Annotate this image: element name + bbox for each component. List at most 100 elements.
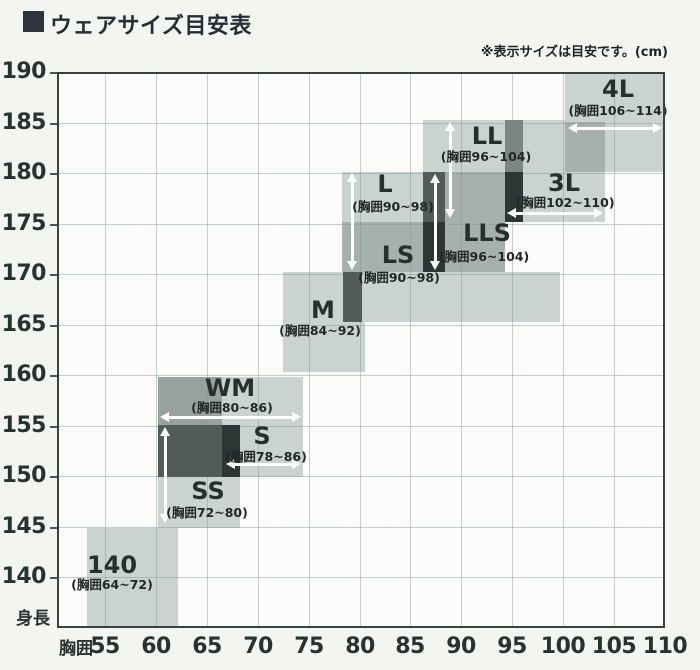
grid-line-y-160 <box>57 375 665 376</box>
chest-label-WM: (胸囲80~86) <box>191 400 273 415</box>
y-tick-label-165: 165 <box>1 312 47 337</box>
overlap-region-dark2 <box>505 120 523 172</box>
size-label-LS: LS <box>381 241 415 269</box>
size-label-SS: SS <box>191 477 225 505</box>
size-region-LS <box>362 272 433 322</box>
x-tick-label-100: 100 <box>540 634 586 659</box>
x-tick-label-95: 95 <box>497 634 527 659</box>
y-tick-label-155: 155 <box>1 413 47 438</box>
range-arrow-right-icon <box>292 458 301 469</box>
size-note: ※表示サイズは目安です。(cm) <box>480 45 668 60</box>
range-arrow-down-icon <box>444 209 455 218</box>
overlap-region-dark <box>343 272 362 322</box>
page-title: ウェアサイズ目安表 <box>50 14 252 39</box>
grid-line-x-65 <box>207 72 208 628</box>
title-square-icon <box>23 11 44 32</box>
range-arrow-left-icon <box>160 411 169 422</box>
axis-tick-140 <box>50 577 57 579</box>
range-arrow-left-icon <box>507 207 516 218</box>
y-axis-name: 身長 <box>16 609 50 629</box>
grid-line-x-85 <box>410 72 411 628</box>
axis-tick-165 <box>50 325 57 327</box>
axis-tick-185 <box>50 123 57 125</box>
range-arrow-down-icon <box>346 261 357 270</box>
grid-line-x-100 <box>563 72 564 628</box>
chest-label-140: (胸囲64~72) <box>71 577 153 592</box>
y-tick-label-140: 140 <box>1 564 47 589</box>
range-arrow-left-icon <box>226 458 235 469</box>
range-arrow-shaft <box>448 129 452 211</box>
size-region-LLS <box>423 272 560 322</box>
size-label-140: 140 <box>86 551 138 579</box>
axis-tick-170 <box>50 274 57 276</box>
size-region-140 <box>87 528 178 628</box>
range-arrow-down-icon <box>429 261 440 270</box>
grid-line-y-180 <box>57 173 665 174</box>
grid-line-x-60 <box>156 72 157 628</box>
chest-label-4L: (胸囲106~114) <box>568 103 668 118</box>
size-label-WM: WM <box>204 374 256 402</box>
chest-label-LS: (胸囲90~98) <box>358 270 440 285</box>
grid-line-x-70 <box>258 72 259 628</box>
y-tick-label-185: 185 <box>1 110 47 135</box>
axis-tick-190 <box>50 72 57 74</box>
y-tick-label-145: 145 <box>1 514 47 539</box>
size-label-L: L <box>377 170 393 198</box>
range-arrow-shaft <box>163 434 167 516</box>
x-tick-label-90: 90 <box>446 634 476 659</box>
axis-tick-145 <box>50 527 57 529</box>
grid-line-x-80 <box>360 72 361 628</box>
grid-line-y-145 <box>57 527 665 528</box>
range-arrow-up-icon <box>429 174 440 183</box>
x-axis-name: 胸囲 <box>59 639 93 659</box>
range-arrow-shaft <box>433 181 437 263</box>
chest-label-L: (胸囲90~98) <box>352 199 434 214</box>
y-tick-label-160: 160 <box>1 362 47 387</box>
chest-label-3L: (胸囲102~110) <box>515 195 615 210</box>
x-tick-label-60: 60 <box>141 634 171 659</box>
size-label-4L: 4L <box>602 75 634 103</box>
chest-label-S: (胸囲78~86) <box>225 449 307 464</box>
chest-label-LL: (胸囲96~104) <box>440 149 532 164</box>
size-label-3L: 3L <box>548 169 580 197</box>
chest-label-SS: (胸囲72~80) <box>166 505 248 520</box>
y-tick-label-175: 175 <box>1 211 47 236</box>
chest-label-M: (胸囲84~92) <box>279 323 361 338</box>
range-arrow-up-icon <box>159 427 170 436</box>
x-tick-label-65: 65 <box>192 634 222 659</box>
grid-line-y-150 <box>57 476 665 477</box>
range-arrow-shaft <box>233 462 294 466</box>
size-region-SS <box>158 477 240 528</box>
grid-line-y-155 <box>57 426 665 427</box>
axis-tick-160 <box>50 375 57 377</box>
size-label-LL: LL <box>471 122 503 150</box>
grid-line-x-55 <box>105 72 106 628</box>
y-tick-label-190: 190 <box>1 59 47 84</box>
chest-label-LLS: (胸囲96~104) <box>438 249 530 264</box>
grid-line-x-105 <box>614 72 615 628</box>
x-tick-label-105: 105 <box>591 634 637 659</box>
grid-line-x-90 <box>461 72 462 628</box>
size-label-LLS: LLS <box>463 219 511 247</box>
grid-line-x-95 <box>512 72 513 628</box>
size-label-S: S <box>253 422 271 450</box>
size-label-M: M <box>311 296 335 324</box>
grid-line-y-175 <box>57 224 665 225</box>
grid-line-y-185 <box>57 123 665 124</box>
y-tick-label-150: 150 <box>1 463 47 488</box>
grid-line-y-165 <box>57 325 665 326</box>
axis-tick-180 <box>50 173 57 175</box>
range-arrow-shaft <box>514 211 596 215</box>
x-tick-label-85: 85 <box>395 634 425 659</box>
range-arrow-right-icon <box>594 207 603 218</box>
range-arrow-shaft <box>575 126 655 130</box>
range-arrow-shaft <box>350 180 354 263</box>
y-tick-label-170: 170 <box>1 261 47 286</box>
axis-tick-150 <box>50 476 57 478</box>
grid-line-x-75 <box>309 72 310 628</box>
overlap-region-medium <box>445 172 505 272</box>
x-tick-label-70: 70 <box>243 634 273 659</box>
x-tick-label-75: 75 <box>294 634 324 659</box>
range-arrow-right-icon <box>653 122 662 133</box>
